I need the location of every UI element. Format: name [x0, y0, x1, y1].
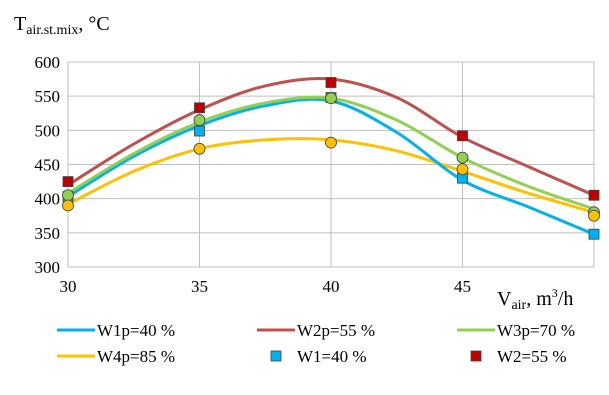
data-point-square — [194, 125, 205, 137]
data-markers — [62, 77, 600, 240]
data-point-square — [457, 130, 468, 142]
x-tick-label: 35 — [191, 277, 208, 296]
legend-label: W3p=70 % — [497, 321, 575, 340]
x-axis-title-unit: , m — [526, 288, 552, 310]
y-axis-title-unit: , °C — [78, 13, 109, 35]
x-axis-title-tail: /h — [558, 288, 574, 310]
y-tick-label: 400 — [35, 190, 61, 209]
data-point-square — [62, 176, 74, 187]
y-tick-label: 450 — [35, 156, 61, 175]
data-point-square — [194, 102, 205, 114]
data-point-circle — [325, 92, 337, 105]
y-tick-label: 500 — [35, 121, 61, 140]
data-point-square — [588, 228, 600, 240]
legend-label: W2=55 % — [497, 347, 567, 366]
data-point-circle — [456, 151, 469, 164]
legend-swatch-marker — [270, 350, 282, 362]
y-axis-title: Tair.st.mix, °C — [14, 13, 110, 38]
legend-label: W1p=40 % — [97, 321, 175, 340]
y-tick-label: 550 — [35, 87, 61, 106]
data-point-circle — [193, 114, 206, 126]
y-tick-label: 350 — [35, 224, 61, 243]
legend: W1p=40 % W2p=55 % W3p=70 % W4p=85 % W1=40 % W… — [57, 321, 575, 366]
y-tick-label: 600 — [35, 53, 61, 72]
data-point-circle — [62, 199, 74, 212]
legend-label: W4p=85 % — [97, 347, 175, 366]
x-axis-title-sup: 3 — [552, 286, 558, 300]
data-point-circle — [325, 136, 337, 149]
y-axis-title-main: T — [14, 13, 26, 35]
x-axis-title-sub: air — [511, 298, 526, 313]
x-tick-label: 30 — [60, 277, 77, 296]
data-point-square — [325, 77, 337, 88]
x-axis-title-main: V — [497, 288, 512, 310]
data-point-circle — [62, 189, 74, 202]
x-tick-label: 45 — [454, 277, 471, 296]
data-point-circle — [456, 163, 469, 176]
y-axis-ticks: 300 350 400 450 500 550 600 — [35, 53, 61, 277]
legend-label: W2p=55 % — [297, 321, 375, 340]
y-axis-title-sub: air.st.mix — [26, 23, 78, 38]
x-tick-label: 40 — [323, 277, 340, 296]
data-point-circle — [193, 142, 206, 155]
legend-swatch-marker — [470, 350, 482, 362]
y-tick-label: 300 — [35, 258, 61, 277]
data-point-square — [588, 189, 600, 201]
x-axis-title: Vair, m3/h — [497, 286, 573, 313]
data-point-circle — [588, 209, 600, 222]
x-axis-ticks: 30 35 40 45 — [60, 277, 472, 296]
legend-label: W1=40 % — [297, 347, 367, 366]
